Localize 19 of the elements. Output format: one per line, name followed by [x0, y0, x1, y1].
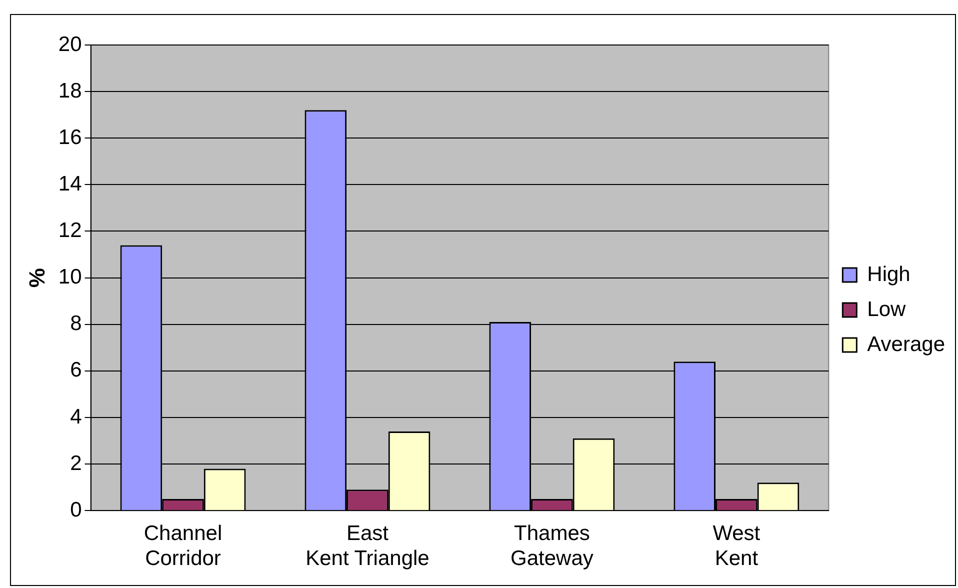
y-tick-label: 6 [70, 358, 82, 382]
y-tick-label: 14 [58, 172, 82, 196]
y-tick-label: 18 [58, 79, 82, 102]
y-tick-label: 12 [58, 219, 82, 242]
x-tick-label: Channel Corridor [144, 522, 222, 570]
y-tick-label: 10 [58, 266, 82, 289]
y-tick-label: 4 [70, 405, 82, 428]
legend-label: High [867, 262, 910, 286]
y-axis-title: % [24, 268, 50, 288]
legend-label: Average [867, 332, 946, 356]
y-tick-label: 2 [70, 452, 82, 475]
x-tick-label: Thames Gateway [510, 522, 594, 570]
y-tick-label: 16 [58, 126, 82, 149]
y-tick-label: 0 [70, 498, 82, 522]
x-tick-label: East Kent Triangle [306, 522, 430, 570]
x-tick-label: West Kent [712, 522, 760, 570]
y-tick-label: 8 [70, 312, 82, 336]
legend-label: Low [867, 298, 907, 321]
y-tick-label: 20 [58, 32, 82, 56]
